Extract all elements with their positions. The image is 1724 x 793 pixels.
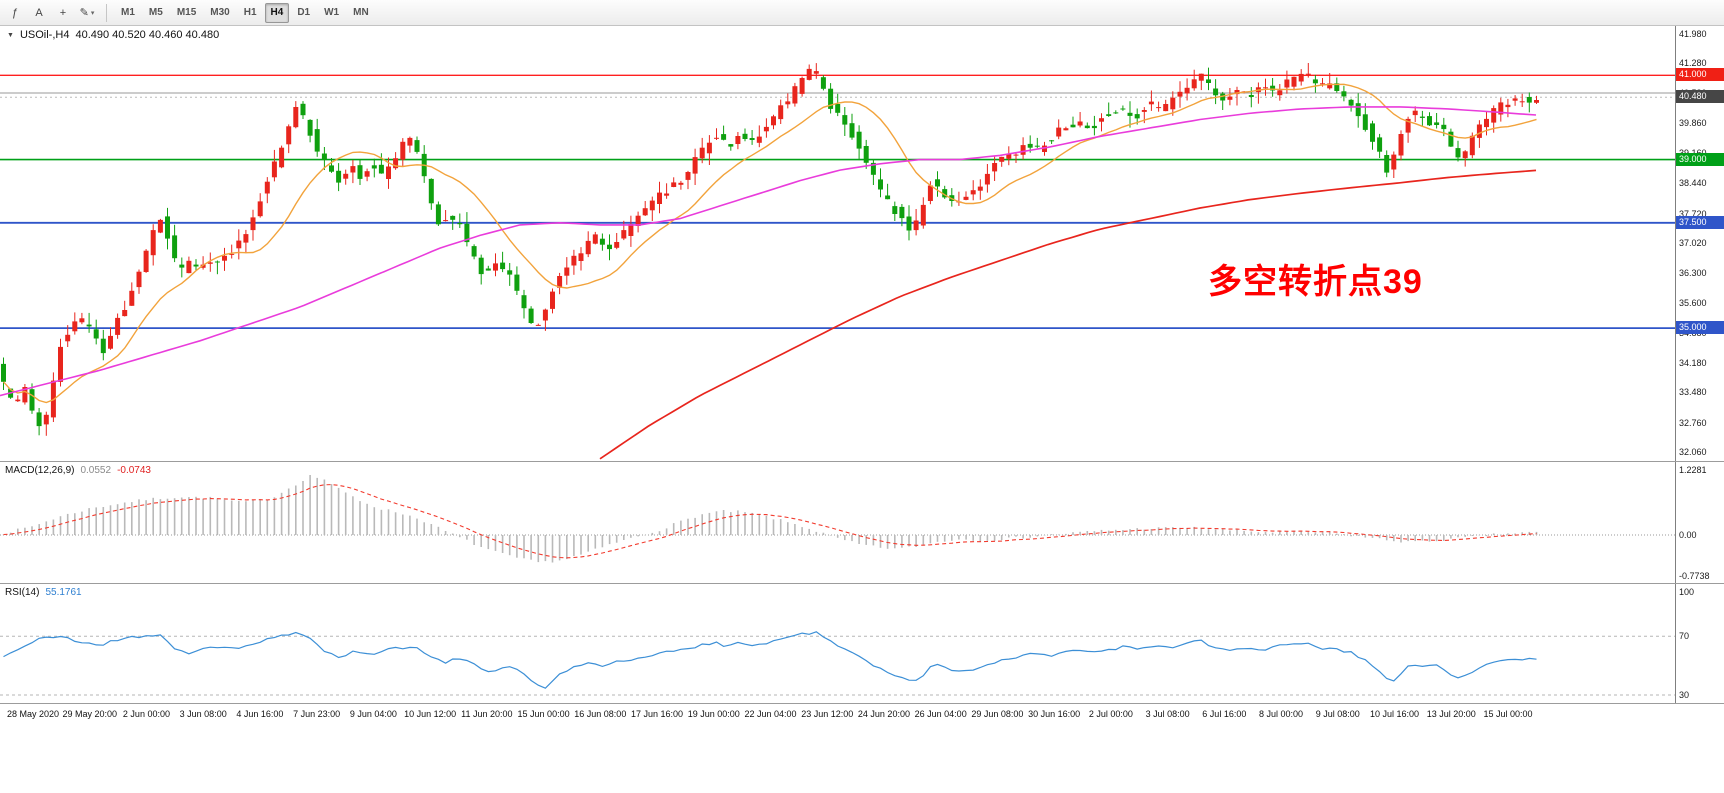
timeframe-m1-button[interactable]: M1 <box>115 3 141 23</box>
chart-window: ▼ USOil-,H4 40.490 40.520 40.460 40.480 … <box>0 26 1724 793</box>
rsi-name: RSI(14) <box>5 587 40 598</box>
chart-dropdown-icon[interactable]: ▼ <box>7 31 14 39</box>
time-label: 16 Jun 08:00 <box>574 709 627 719</box>
time-label: 6 Jul 16:00 <box>1202 709 1247 719</box>
macd-axis[interactable]: 1.2281 0.00 -0.7738 <box>1675 462 1724 583</box>
time-label: 9 Jun 04:00 <box>349 709 397 719</box>
time-label: 10 Jul 16:00 <box>1369 709 1420 719</box>
time-label: 24 Jun 20:00 <box>857 709 910 719</box>
function-icon: ƒ <box>11 6 19 19</box>
symbol-period-label: USOil-,H4 <box>19 29 70 41</box>
price-tick: 32.060 <box>1679 447 1707 458</box>
price-tick: 37.720 <box>1679 208 1707 219</box>
rsi-tick: 70 <box>1679 631 1690 642</box>
price-tick: 38.440 <box>1679 178 1707 189</box>
time-label: 15 Jun 00:00 <box>517 709 570 719</box>
empty-area <box>0 726 1724 793</box>
rsi-pane[interactable]: RSI(14) 55.1761 100 70 30 <box>0 584 1724 704</box>
indicators-button[interactable]: ƒ <box>4 3 26 23</box>
time-label: 13 Jul 20:00 <box>1426 709 1476 719</box>
timeframe-h4-button[interactable]: H4 <box>264 2 290 23</box>
text-tool-icon: A <box>35 6 43 19</box>
timeframe-m5-button[interactable]: M5 <box>143 3 169 23</box>
time-label: 10 Jun 12:00 <box>404 709 457 719</box>
rsi-label: RSI(14) 55.1761 <box>5 587 82 598</box>
price-tick: 36.300 <box>1679 268 1707 279</box>
time-label: 19 Jun 00:00 <box>687 709 740 719</box>
pencil-icon: ✎ <box>79 7 89 19</box>
time-label: 30 Jun 16:00 <box>1028 709 1081 719</box>
draw-tools-button[interactable]: ✎ ▾ <box>76 3 98 23</box>
timeframe-w1-button[interactable]: W1 <box>318 3 345 23</box>
price-tick: 34.180 <box>1679 357 1707 368</box>
time-label: 29 May 20:00 <box>62 709 117 719</box>
time-label: 17 Jun 16:00 <box>630 709 684 719</box>
timeframe-d1-button[interactable]: D1 <box>291 3 316 23</box>
time-axis[interactable]: 28 May 2020 29 May 20:00 2 Jun 00:00 3 Jun … <box>0 704 1724 726</box>
timeframe-m30-button[interactable]: M30 <box>204 3 235 23</box>
price-tick: 33.480 <box>1679 387 1707 398</box>
price-axis[interactable]: 41.98041.28040.58039.86039.16038.44037.7… <box>1675 26 1724 461</box>
price-tick: 35.600 <box>1679 297 1707 308</box>
price-tick: 41.980 <box>1679 29 1707 39</box>
price-tag: 39.000 <box>1676 152 1724 166</box>
time-label: 26 Jun 04:00 <box>914 709 967 719</box>
macd-pane[interactable]: MACD(12,26,9) 0.0552 -0.0743 1.2281 0.00 -… <box>0 462 1724 584</box>
price-tick: 39.860 <box>1679 118 1707 129</box>
chevron-down-icon: ▾ <box>90 9 95 17</box>
time-label: 3 Jul 08:00 <box>1145 709 1190 719</box>
time-label: 3 Jun 08:00 <box>179 709 227 719</box>
time-label: 22 Jun 04:00 <box>744 709 797 719</box>
macd-signal-value: -0.0743 <box>117 465 151 476</box>
macd-chart <box>0 475 1675 563</box>
price-tag: 37.500 <box>1676 215 1724 229</box>
time-label: 2 Jul 00:00 <box>1088 709 1133 719</box>
rsi-axis[interactable]: 100 70 30 <box>1675 584 1724 703</box>
ohlc-values: 40.490 40.520 40.460 40.480 <box>75 29 220 41</box>
time-label: 9 Jul 08:00 <box>1315 709 1360 719</box>
macd-tick: 0.00 <box>1679 530 1697 541</box>
crosshair-icon: + <box>59 6 67 19</box>
timeframe-m15-button[interactable]: M15 <box>171 3 202 23</box>
chart-annotation-text: 多空转折点39 <box>1208 263 1423 301</box>
chart-title: ▼ USOil-,H4 40.490 40.520 40.460 40.480 <box>7 29 219 41</box>
macd-tick: 1.2281 <box>1679 465 1707 475</box>
rsi-value: 55.1761 <box>45 587 82 598</box>
macd-name: MACD(12,26,9) <box>5 465 75 476</box>
time-label: 8 Jul 00:00 <box>1259 709 1304 719</box>
price-tag: 40.480 <box>1676 90 1724 104</box>
timeframe-mn-button[interactable]: MN <box>347 3 375 23</box>
macd-label: MACD(12,26,9) 0.0552 -0.0743 <box>5 465 151 476</box>
text-label-button[interactable]: A <box>28 3 50 23</box>
toolbar: ƒ A + ✎ ▾ M1 M5 M15 M30 H1 H4 D1 W1 MN <box>0 0 1724 26</box>
time-label: 29 Jun 08:00 <box>971 709 1024 719</box>
price-tick: 41.280 <box>1679 58 1707 69</box>
time-label: 11 Jun 20:00 <box>461 709 513 719</box>
price-tick: 37.020 <box>1679 238 1707 248</box>
price-tick: 32.760 <box>1679 417 1707 428</box>
price-tag: 35.000 <box>1676 321 1724 335</box>
time-label: 28 May 2020 <box>6 709 60 719</box>
rsi-tick: 30 <box>1679 690 1690 701</box>
rsi-chart <box>0 631 1675 696</box>
timeframe-h1-button[interactable]: H1 <box>238 3 263 23</box>
time-label: 23 Jun 12:00 <box>801 709 854 719</box>
crosshair-button[interactable]: + <box>52 3 74 23</box>
time-label: 15 Jul 00:00 <box>1483 709 1533 719</box>
rsi-tick: 100 <box>1679 587 1695 597</box>
time-label: 4 Jun 16:00 <box>236 709 284 719</box>
time-label: 2 Jun 00:00 <box>122 709 170 719</box>
toolbar-separator <box>106 3 107 22</box>
macd-main-value: 0.0552 <box>80 465 112 476</box>
candlestick-chart <box>0 63 1675 460</box>
time-label: 7 Jun 23:00 <box>293 709 341 719</box>
macd-tick: -0.7738 <box>1679 571 1710 581</box>
price-tag: 41.000 <box>1676 68 1724 82</box>
price-pane[interactable]: ▼ USOil-,H4 40.490 40.520 40.460 40.480 … <box>0 26 1724 462</box>
